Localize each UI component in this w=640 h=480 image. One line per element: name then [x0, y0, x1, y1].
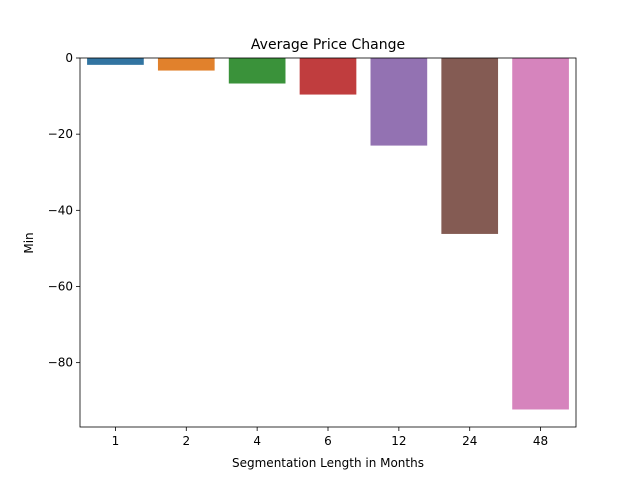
bar-24: [441, 58, 499, 234]
axes-frame: [79, 57, 577, 428]
bar-4: [228, 58, 286, 84]
x-axis: 1 2 4 6 12 24 48: [112, 427, 548, 448]
bar-1: [87, 58, 144, 65]
y-tick-label: −80: [48, 356, 73, 370]
plot-frame: [79, 57, 577, 428]
y-axis-label: Min: [22, 232, 36, 253]
y-tick-label: −60: [48, 279, 73, 293]
x-tick-label: 4: [253, 434, 261, 448]
x-tick-label: 48: [533, 434, 548, 448]
x-axis-label: Segmentation Length in Months: [232, 456, 424, 470]
y-tick-label: −20: [48, 127, 73, 141]
bar-2: [157, 58, 215, 71]
y-tick-label: −40: [48, 203, 73, 217]
x-tick-label: 2: [182, 434, 190, 448]
y-axis: 0 −20 −40 −60 −80: [48, 51, 80, 370]
bar-48: [512, 58, 569, 410]
x-tick-label: 24: [462, 434, 477, 448]
y-tick-label: 0: [65, 51, 73, 65]
x-tick-label: 12: [391, 434, 406, 448]
x-tick-label: 1: [112, 434, 120, 448]
bar-12: [370, 58, 428, 146]
bar-6: [299, 58, 357, 95]
chart-title: Average Price Change: [251, 37, 405, 53]
x-tick-label: 6: [324, 434, 332, 448]
bars-group: [87, 58, 569, 410]
